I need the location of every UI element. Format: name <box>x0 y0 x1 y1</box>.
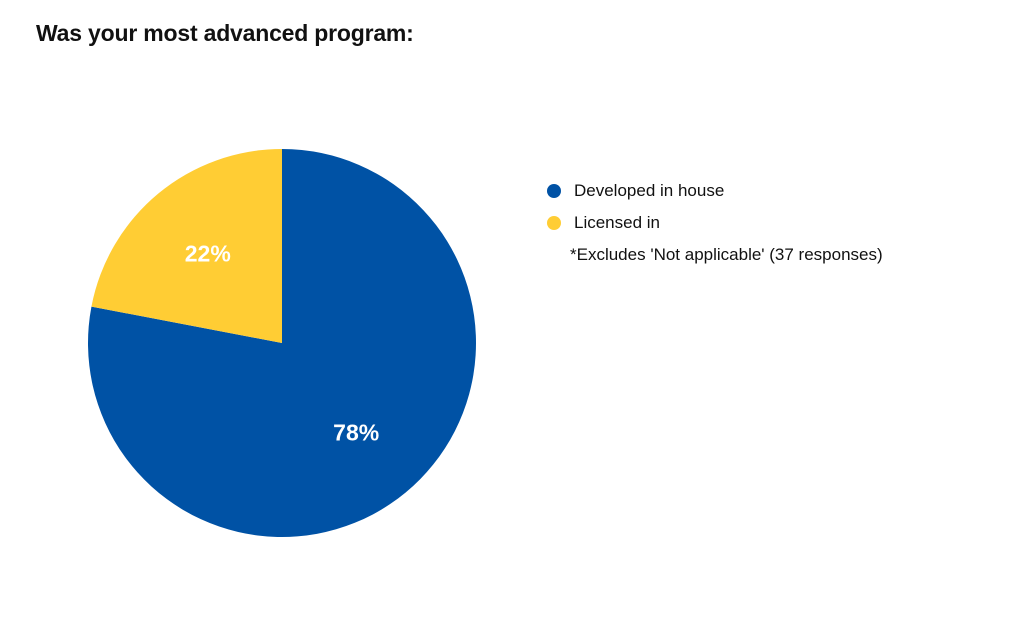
pie-slice-developed-in-house <box>87 149 476 537</box>
pie-labels: 78% 22% <box>185 240 379 445</box>
legend-swatch-developed-in-house <box>547 184 561 198</box>
pie-slice-licensed-in <box>91 149 282 343</box>
slice-label-developed-in-house: 78% <box>333 420 379 446</box>
legend-label-developed-in-house: Developed in house <box>574 181 725 200</box>
legend-note: *Excludes 'Not applicable' (37 responses… <box>570 245 883 264</box>
pie-slices <box>87 149 476 537</box>
slice-label-licensed-in: 22% <box>185 240 231 266</box>
legend: Developed in house Licensed in *Excludes… <box>547 175 883 271</box>
legend-swatch-licensed-in <box>547 216 561 230</box>
legend-item-licensed-in: Licensed in <box>547 207 883 239</box>
legend-label-licensed-in: Licensed in <box>574 213 661 232</box>
legend-item-developed-in-house: Developed in house <box>547 175 883 207</box>
chart-title: Was your most advanced program: <box>36 20 414 46</box>
